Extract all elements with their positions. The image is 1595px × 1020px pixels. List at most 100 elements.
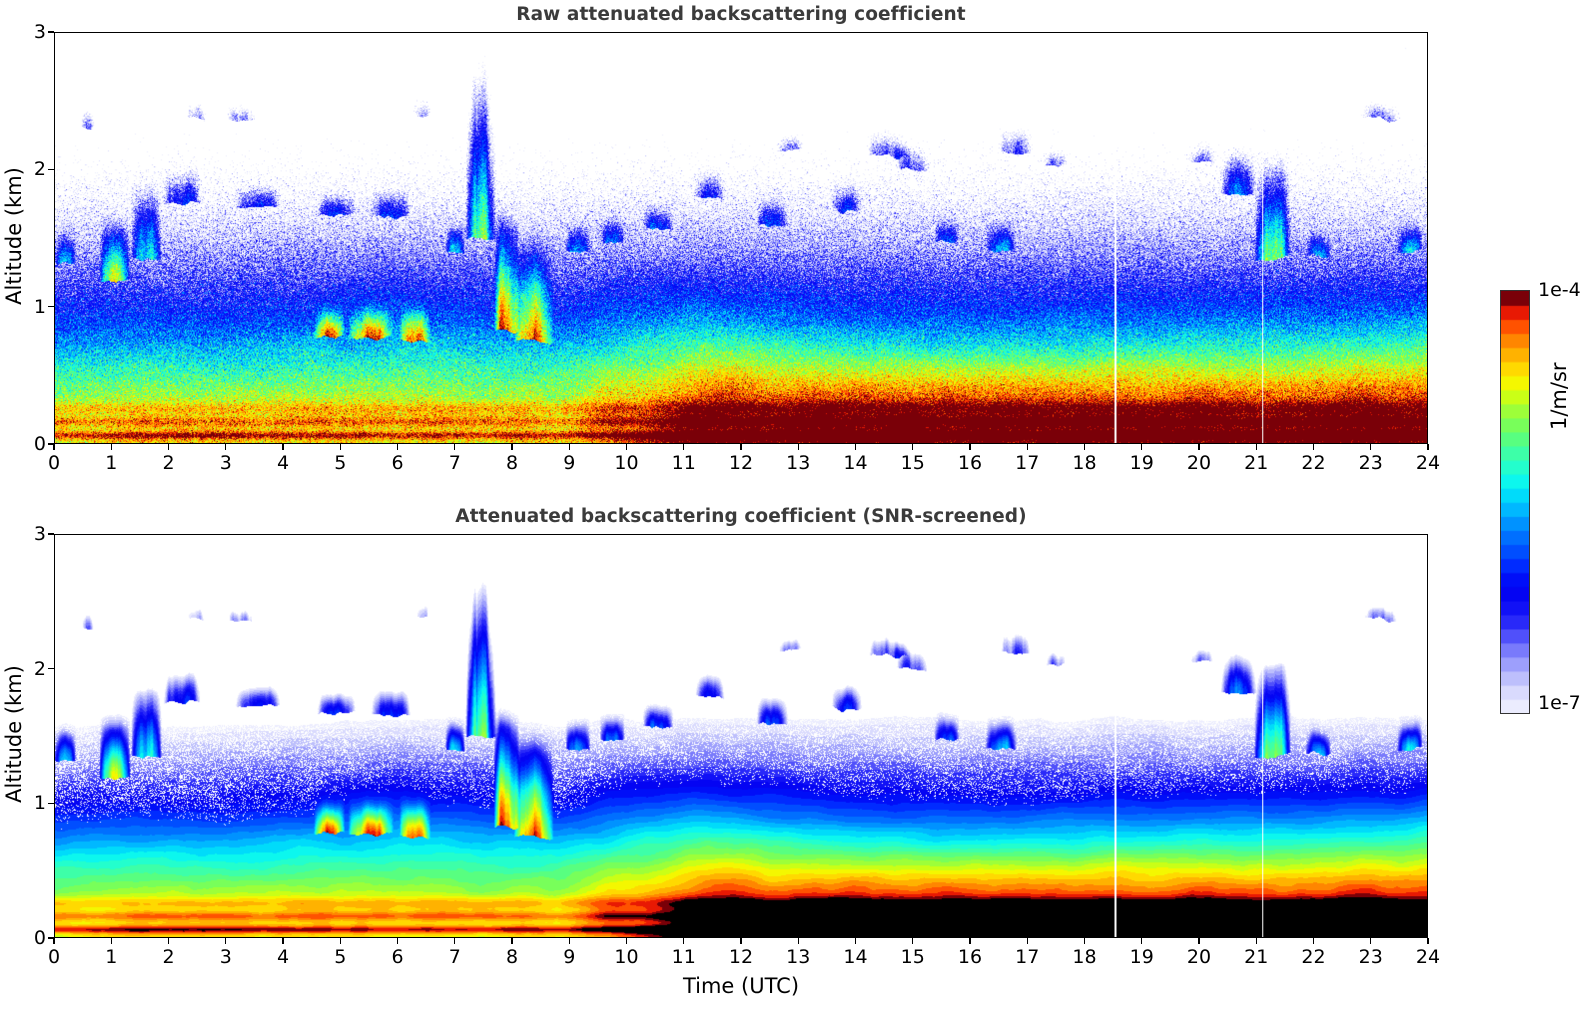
x-tick-bottom-2 bbox=[167, 938, 170, 944]
x-tick-label-bottom-3: 3 bbox=[219, 946, 232, 968]
x-tick-label-top-22: 22 bbox=[1301, 452, 1326, 474]
x-tick-label-top-17: 17 bbox=[1015, 452, 1040, 474]
x-tick-bottom-19 bbox=[1141, 938, 1143, 944]
y-tick-top-3 bbox=[48, 31, 54, 33]
x-tick-top-8 bbox=[511, 444, 513, 450]
x-tick-top-12 bbox=[740, 444, 742, 450]
x-tick-label-top-14: 14 bbox=[843, 452, 868, 474]
y-tick-label-bottom-1: 1 bbox=[33, 792, 46, 815]
x-tick-label-top-20: 20 bbox=[1186, 452, 1212, 474]
x-tick-label-bottom-13: 13 bbox=[786, 946, 811, 968]
y-tick-bottom-1 bbox=[48, 802, 54, 804]
x-tick-label-bottom-14: 14 bbox=[843, 946, 868, 968]
x-tick-top-3 bbox=[225, 444, 227, 450]
x-tick-bottom-10 bbox=[625, 938, 628, 944]
x-tick-top-9 bbox=[568, 444, 570, 450]
x-tick-label-top-2: 2 bbox=[162, 452, 175, 474]
x-tick-top-13 bbox=[797, 444, 799, 450]
x-tick-bottom-1 bbox=[110, 938, 112, 944]
x-tick-top-4 bbox=[282, 444, 284, 450]
x-tick-label-bottom-15: 15 bbox=[900, 946, 925, 968]
plot-area-raw bbox=[54, 32, 1428, 444]
plot-area-screened bbox=[54, 534, 1428, 938]
y-tick-top-2 bbox=[48, 168, 54, 170]
x-tick-label-top-3: 3 bbox=[219, 452, 232, 474]
x-tick-label-top-12: 12 bbox=[728, 452, 754, 474]
x-tick-label-top-21: 21 bbox=[1244, 452, 1269, 474]
x-tick-label-bottom-1: 1 bbox=[105, 946, 118, 968]
x-tick-label-bottom-5: 5 bbox=[334, 946, 347, 968]
x-tick-label-top-13: 13 bbox=[786, 452, 811, 474]
y-tick-label-bottom-0: 0 bbox=[33, 927, 46, 949]
x-tick-top-17 bbox=[1026, 444, 1028, 450]
y-axis-title-screened: Altitude (km) bbox=[2, 665, 26, 803]
x-tick-label-bottom-12: 12 bbox=[728, 946, 754, 968]
x-tick-bottom-11 bbox=[683, 938, 685, 944]
colorbar-max-label: 1e-4 bbox=[1538, 279, 1581, 301]
x-tick-top-20 bbox=[1198, 444, 1200, 450]
x-tick-bottom-13 bbox=[797, 938, 799, 944]
x-tick-label-top-15: 15 bbox=[900, 452, 925, 474]
x-tick-top-15 bbox=[912, 444, 914, 450]
y-tick-top-0 bbox=[48, 443, 54, 445]
y-tick-bottom-3 bbox=[48, 533, 54, 535]
x-tick-bottom-23 bbox=[1370, 938, 1372, 944]
x-tick-label-top-23: 23 bbox=[1358, 452, 1383, 474]
x-tick-top-7 bbox=[454, 444, 456, 450]
panel-title-raw: Raw attenuated backscattering coefficien… bbox=[516, 4, 966, 25]
x-tick-bottom-14 bbox=[854, 938, 857, 944]
x-tick-bottom-8 bbox=[511, 938, 513, 944]
x-tick-label-bottom-19: 19 bbox=[1129, 946, 1154, 968]
y-tick-label-top-2: 2 bbox=[33, 158, 46, 181]
colorbar bbox=[1500, 290, 1530, 714]
x-tick-bottom-7 bbox=[454, 938, 456, 944]
x-tick-label-top-16: 16 bbox=[957, 452, 983, 474]
y-tick-label-bottom-3: 3 bbox=[33, 523, 46, 545]
x-tick-bottom-16 bbox=[969, 938, 971, 944]
x-tick-label-bottom-2: 2 bbox=[162, 946, 175, 968]
x-tick-label-top-24: 24 bbox=[1415, 452, 1441, 474]
x-tick-label-bottom-23: 23 bbox=[1358, 946, 1383, 968]
x-tick-label-bottom-17: 17 bbox=[1015, 946, 1040, 968]
x-tick-label-top-4: 4 bbox=[276, 452, 290, 474]
x-tick-label-bottom-10: 10 bbox=[614, 946, 639, 968]
x-tick-top-1 bbox=[110, 444, 112, 450]
x-tick-label-bottom-11: 11 bbox=[671, 946, 696, 968]
x-tick-label-bottom-6: 6 bbox=[391, 946, 404, 968]
x-tick-bottom-3 bbox=[225, 938, 227, 944]
x-tick-label-top-7: 7 bbox=[448, 452, 461, 474]
x-tick-top-6 bbox=[396, 444, 399, 450]
x-tick-label-top-5: 5 bbox=[334, 452, 347, 474]
x-tick-bottom-5 bbox=[339, 938, 341, 944]
x-tick-label-bottom-9: 9 bbox=[563, 946, 576, 968]
x-tick-label-top-19: 19 bbox=[1129, 452, 1154, 474]
y-tick-bottom-0 bbox=[48, 937, 54, 939]
x-tick-top-18 bbox=[1083, 444, 1086, 450]
colorbar-gradient bbox=[1500, 290, 1530, 714]
x-tick-top-24 bbox=[1427, 444, 1429, 450]
x-tick-bottom-15 bbox=[912, 938, 914, 944]
x-tick-label-bottom-7: 7 bbox=[448, 946, 461, 968]
y-tick-bottom-2 bbox=[48, 668, 54, 670]
y-tick-label-top-3: 3 bbox=[33, 21, 46, 43]
x-tick-label-bottom-4: 4 bbox=[276, 946, 290, 968]
x-tick-top-10 bbox=[625, 444, 628, 450]
x-tick-bottom-17 bbox=[1026, 938, 1028, 944]
x-tick-bottom-18 bbox=[1083, 938, 1086, 944]
x-tick-top-2 bbox=[167, 444, 170, 450]
x-tick-label-bottom-24: 24 bbox=[1415, 946, 1441, 968]
x-tick-bottom-22 bbox=[1312, 938, 1315, 944]
x-tick-top-5 bbox=[339, 444, 341, 450]
x-tick-top-16 bbox=[969, 444, 971, 450]
x-tick-label-top-6: 6 bbox=[391, 452, 404, 474]
panel-title-screened: Attenuated backscattering coefficient (S… bbox=[455, 506, 1027, 527]
x-tick-bottom-0 bbox=[53, 938, 55, 944]
x-tick-label-top-1: 1 bbox=[105, 452, 118, 474]
y-axis-title-raw: Altitude (km) bbox=[2, 167, 26, 305]
x-tick-top-21 bbox=[1255, 444, 1257, 450]
x-tick-top-22 bbox=[1312, 444, 1315, 450]
y-tick-label-bottom-2: 2 bbox=[33, 657, 46, 680]
x-tick-label-top-18: 18 bbox=[1072, 452, 1097, 474]
y-tick-label-top-0: 0 bbox=[33, 433, 46, 455]
